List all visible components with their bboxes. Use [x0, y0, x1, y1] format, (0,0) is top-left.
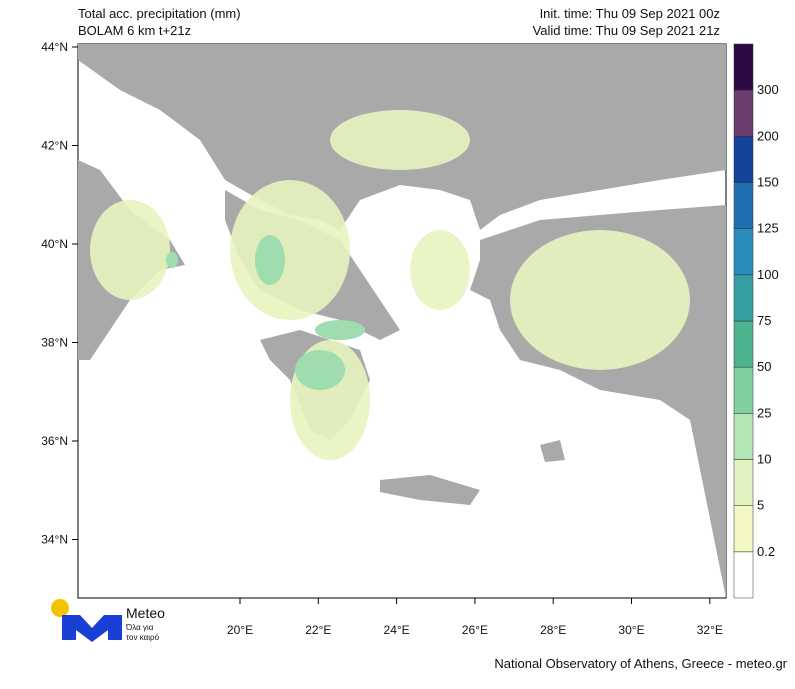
- lon-label: 28°E: [540, 623, 566, 637]
- logo-tagline: τον καιρό: [126, 633, 160, 642]
- lon-label: 22°E: [305, 623, 331, 637]
- colorbar-segment: [733, 274, 754, 322]
- colorbar-segment: [733, 366, 754, 414]
- lon-label: 26°E: [462, 623, 488, 637]
- lon-label: 24°E: [384, 623, 410, 637]
- colorbar-segment: [733, 413, 754, 460]
- title: Total acc. precipitation (mm): [78, 6, 241, 21]
- lat-label: 38°N: [41, 336, 68, 350]
- colorbar-segment: [733, 136, 754, 183]
- logo-tagline: Όλα για: [125, 623, 154, 632]
- colorbar-label: 5: [757, 498, 764, 513]
- colorbar-segment: [733, 505, 754, 553]
- colorbar-segment: [733, 89, 754, 137]
- colorbar-segment: [733, 551, 754, 599]
- lat-label: 44°N: [41, 40, 68, 54]
- lat-label: 36°N: [41, 434, 68, 448]
- colorbar-label: 75: [757, 313, 771, 328]
- colorbar-segment: [733, 320, 754, 368]
- colorbar-label: 200: [757, 128, 779, 143]
- subtitle: BOLAM 6 km t+21z: [78, 23, 191, 38]
- lat-label: 42°N: [41, 139, 68, 153]
- lat-label: 34°N: [41, 533, 68, 547]
- colorbar-segment: [733, 43, 754, 91]
- colorbar-label: 25: [757, 405, 771, 420]
- colorbar-label: 0.2: [757, 544, 775, 559]
- logo: Meteo Όλα για τον καιρό: [51, 599, 165, 642]
- map: [77, 43, 727, 599]
- colorbar-label: 150: [757, 175, 779, 190]
- lon-label: 30°E: [618, 623, 644, 637]
- colorbar-segment: [733, 182, 754, 229]
- logo-name: Meteo: [126, 605, 165, 621]
- lon-label: 20°E: [227, 623, 253, 637]
- colorbar-segment: [733, 459, 754, 506]
- colorbar-label: 300: [757, 82, 779, 97]
- lon-label: 32°E: [697, 623, 723, 637]
- colorbar-label: 50: [757, 359, 771, 374]
- colorbar-segment: [733, 228, 754, 276]
- colorbar-label: 100: [757, 267, 779, 282]
- colorbar-label: 10: [757, 452, 771, 467]
- footer: National Observatory of Athens, Greece -…: [494, 656, 787, 671]
- colorbar-label: 125: [757, 221, 779, 236]
- lat-label: 40°N: [41, 237, 68, 251]
- valid-time: Valid time: Thu 09 Sep 2021 21z: [533, 23, 720, 38]
- init-time: Init. time: Thu 09 Sep 2021 00z: [540, 6, 720, 21]
